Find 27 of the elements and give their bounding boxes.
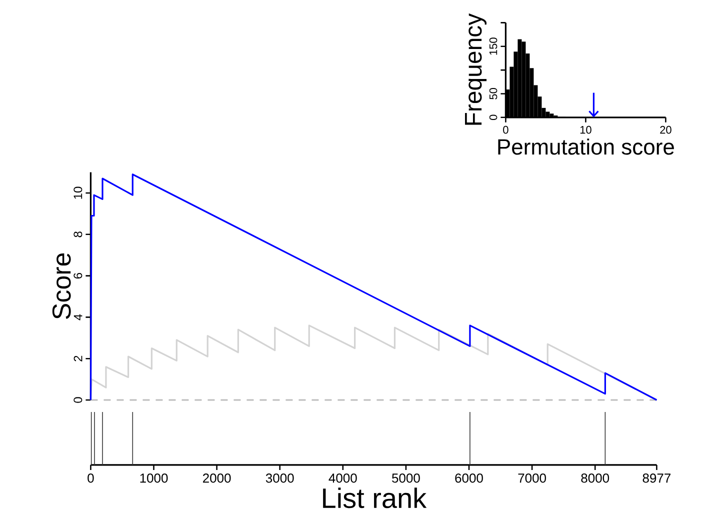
x-tick-label: 0	[88, 474, 94, 483]
x-tick-label: 3000	[266, 474, 294, 483]
y-axis-title: Score	[52, 253, 71, 319]
x-tick-label: 10	[580, 126, 592, 134]
x-axis-title: List rank	[323, 488, 427, 508]
y-tick-label: 2	[74, 356, 82, 362]
y-tick-label: 6	[74, 272, 82, 279]
y-tick-label: 10	[74, 186, 82, 199]
x-tick-label: 7000	[518, 474, 546, 483]
y-tick-label: 4	[74, 314, 82, 320]
y-tick-label: 50	[489, 88, 498, 100]
x-axis-title: Permutation score	[498, 138, 674, 155]
x-tick-label: 6000	[455, 474, 483, 483]
x-tick-label: 0	[503, 126, 508, 134]
x-tick-label: 5000	[392, 474, 420, 483]
x-tick-label: 1000	[140, 474, 168, 483]
y-tick-label: 0	[74, 397, 82, 403]
x-tick-label: 8977	[642, 474, 670, 483]
y-tick-label: 150	[489, 38, 498, 55]
x-tick-label: 8000	[581, 474, 610, 483]
y-tick-label: 0	[489, 114, 498, 120]
x-tick-label: 4000	[328, 474, 357, 483]
y-axis-title: Frequency	[465, 13, 487, 125]
x-tick-label: 20	[660, 126, 672, 134]
y-tick-label: 8	[74, 232, 82, 238]
line-series	[90, 174, 658, 401]
x-tick-label: 2000	[203, 474, 231, 483]
